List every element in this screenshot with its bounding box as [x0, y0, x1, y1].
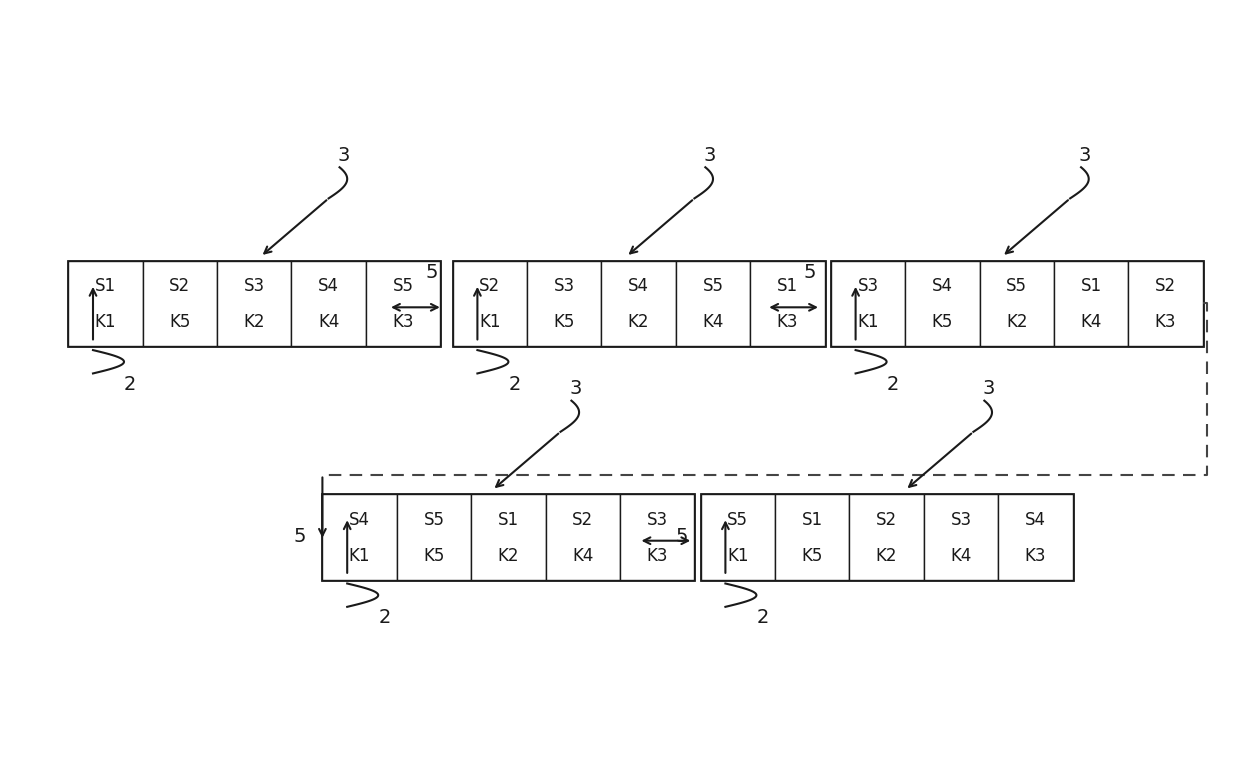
- Bar: [620, 494, 694, 580]
- Text: K2: K2: [627, 314, 650, 331]
- Text: K1: K1: [479, 314, 501, 331]
- Text: K1: K1: [857, 314, 879, 331]
- Bar: [601, 261, 676, 346]
- Text: S2: S2: [572, 510, 594, 529]
- Text: S1: S1: [1080, 277, 1102, 296]
- Bar: [471, 494, 546, 580]
- Text: K3: K3: [646, 547, 668, 565]
- Bar: [980, 261, 1054, 346]
- Text: K1: K1: [727, 547, 749, 565]
- Text: 3: 3: [569, 380, 582, 398]
- Bar: [701, 494, 775, 580]
- Text: S4: S4: [932, 277, 952, 296]
- Bar: [527, 261, 601, 346]
- Text: 2: 2: [508, 375, 521, 394]
- Bar: [68, 261, 143, 346]
- Bar: [322, 494, 397, 580]
- Text: S2: S2: [479, 277, 501, 296]
- Text: 3: 3: [703, 146, 715, 165]
- Text: 2: 2: [756, 608, 769, 627]
- Bar: [998, 494, 1073, 580]
- Text: S1: S1: [776, 277, 799, 296]
- Text: K4: K4: [702, 314, 724, 331]
- Text: 5: 5: [804, 263, 816, 282]
- Text: S3: S3: [243, 277, 265, 296]
- Text: S1: S1: [497, 510, 520, 529]
- Bar: [750, 261, 825, 346]
- Text: K1: K1: [348, 547, 371, 565]
- Bar: [849, 494, 924, 580]
- Text: 5: 5: [425, 263, 438, 282]
- Text: S2: S2: [1154, 277, 1177, 296]
- Bar: [676, 261, 750, 346]
- Text: 5: 5: [676, 527, 688, 546]
- Bar: [775, 494, 849, 580]
- Text: S5: S5: [393, 277, 413, 296]
- Bar: [322, 494, 694, 580]
- Text: S1: S1: [94, 277, 117, 296]
- Bar: [453, 261, 527, 346]
- Bar: [924, 494, 998, 580]
- Text: 2: 2: [378, 608, 391, 627]
- Text: S3: S3: [553, 277, 575, 296]
- Text: S5: S5: [703, 277, 723, 296]
- Text: S4: S4: [350, 510, 370, 529]
- Text: S5: S5: [1007, 277, 1027, 296]
- Text: K5: K5: [423, 547, 445, 565]
- Text: K3: K3: [1154, 314, 1177, 331]
- Bar: [397, 494, 471, 580]
- Text: S2: S2: [875, 510, 898, 529]
- Bar: [905, 261, 980, 346]
- Text: K2: K2: [497, 547, 520, 565]
- Text: 5: 5: [294, 527, 306, 546]
- Text: K4: K4: [317, 314, 340, 331]
- Text: K2: K2: [875, 547, 898, 565]
- Text: K5: K5: [801, 547, 823, 565]
- Text: 3: 3: [1079, 146, 1091, 165]
- Bar: [291, 261, 366, 346]
- Text: S3: S3: [857, 277, 879, 296]
- Text: K2: K2: [1006, 314, 1028, 331]
- Bar: [366, 261, 440, 346]
- Text: S5: S5: [728, 510, 748, 529]
- Text: 3: 3: [337, 146, 350, 165]
- Bar: [701, 494, 1073, 580]
- Bar: [1054, 261, 1128, 346]
- Text: K1: K1: [94, 314, 117, 331]
- Text: 3: 3: [982, 380, 994, 398]
- Bar: [546, 494, 620, 580]
- Text: 2: 2: [887, 375, 899, 394]
- Text: K5: K5: [931, 314, 954, 331]
- Bar: [1128, 261, 1203, 346]
- Text: S1: S1: [801, 510, 823, 529]
- Text: S4: S4: [319, 277, 339, 296]
- Text: 2: 2: [124, 375, 136, 394]
- Bar: [68, 261, 440, 346]
- Bar: [217, 261, 291, 346]
- Bar: [453, 261, 825, 346]
- Text: S3: S3: [646, 510, 668, 529]
- Text: K4: K4: [1080, 314, 1102, 331]
- Text: K3: K3: [1024, 547, 1047, 565]
- Text: S4: S4: [1025, 510, 1045, 529]
- Text: S4: S4: [629, 277, 649, 296]
- Text: K3: K3: [392, 314, 414, 331]
- Text: S3: S3: [950, 510, 972, 529]
- Bar: [831, 261, 905, 346]
- Text: K2: K2: [243, 314, 265, 331]
- Bar: [143, 261, 217, 346]
- Text: K3: K3: [776, 314, 799, 331]
- Text: K5: K5: [169, 314, 191, 331]
- Bar: [831, 261, 1203, 346]
- Text: K5: K5: [553, 314, 575, 331]
- Text: S2: S2: [169, 277, 191, 296]
- Text: S5: S5: [424, 510, 444, 529]
- Text: K4: K4: [572, 547, 594, 565]
- Text: K4: K4: [950, 547, 972, 565]
